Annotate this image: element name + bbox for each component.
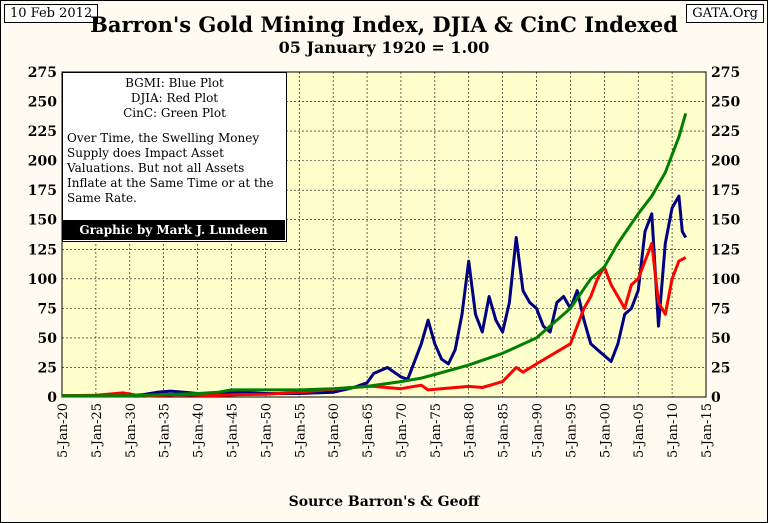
y-tick-label-left: 75 (38, 301, 57, 317)
legend-box: BGMI: Blue Plot DJIA: Red Plot CinC: Gre… (62, 72, 287, 242)
y-tick-label-right: 125 (711, 242, 740, 258)
x-tick-label: 5-Jan-60 (327, 403, 342, 458)
y-tick-label-left: 50 (38, 331, 58, 347)
y-tick-label-right: 175 (711, 183, 740, 199)
y-tick-label-left: 275 (28, 65, 57, 81)
y-tick-label-right: 50 (711, 331, 731, 347)
credit-label: Graphic by Mark J. Lundeen (62, 220, 285, 240)
x-tick-label: 5-Jan-00 (598, 403, 613, 458)
x-tick-label: 5-Jan-80 (463, 403, 478, 458)
x-tick-label: 5-Jan-05 (632, 403, 647, 458)
y-tick-label-left: 0 (47, 390, 57, 406)
y-tick-label-left: 250 (28, 95, 57, 111)
x-tick-label: 5-Jan-45 (225, 403, 240, 458)
x-tick-label: 5-Jan-85 (497, 403, 512, 458)
series-line-bgmi (62, 194, 688, 398)
y-tick-label-left: 225 (28, 124, 57, 140)
y-tick-label-right: 250 (711, 95, 740, 111)
x-tick-label: 5-Jan-25 (90, 403, 105, 458)
y-tick-label-left: 150 (28, 213, 57, 229)
x-tick-label: 5-Jan-95 (564, 403, 579, 458)
y-tick-label-left: 100 (28, 272, 57, 288)
x-tick-label: 5-Jan-35 (158, 403, 173, 458)
x-tick-label: 5-Jan-55 (293, 403, 308, 458)
source-site-label: GATA.Org (686, 4, 764, 23)
x-tick-label: 5-Jan-65 (361, 403, 376, 458)
y-tick-label-right: 200 (711, 154, 740, 170)
legend-note: Over Time, the Swelling Money Supply doe… (67, 131, 274, 205)
y-tick-label-right: 150 (711, 213, 740, 229)
y-tick-label-right: 275 (711, 65, 740, 81)
legend-entry-bgmi: BGMI: Blue Plot (125, 76, 224, 90)
y-tick-label-left: 25 (38, 360, 57, 376)
x-tick-label: 5-Jan-40 (192, 403, 207, 458)
x-tick-label: 5-Jan-90 (531, 403, 546, 458)
x-tick-label: 5-Jan-15 (700, 403, 715, 458)
x-tick-label: 5-Jan-50 (259, 403, 274, 458)
x-tick-label: 5-Jan-10 (666, 403, 681, 458)
chart-title: Barron's Gold Mining Index, DJIA & CinC … (90, 12, 678, 37)
y-tick-label-left: 125 (28, 242, 57, 258)
y-tick-label-left: 175 (28, 183, 57, 199)
y-tick-label-left: 200 (28, 154, 57, 170)
y-tick-label-right: 25 (711, 360, 730, 376)
date-label: 10 Feb 2012 (4, 4, 99, 23)
legend-entry-djia: DJIA: Red Plot (130, 91, 219, 105)
x-axis-label: Source Barron's & Geoff (288, 494, 480, 510)
y-tick-label-right: 0 (711, 390, 721, 406)
y-tick-label-right: 225 (711, 124, 740, 140)
series-line-cinc (62, 112, 688, 398)
series-line-djia (61, 241, 687, 398)
legend-entry-cinc: CinC: Green Plot (123, 106, 226, 120)
x-tick-label: 5-Jan-70 (395, 403, 410, 458)
y-tick-label-right: 100 (711, 272, 740, 288)
x-tick-label: 5-Jan-20 (56, 403, 71, 458)
x-tick-label: 5-Jan-75 (429, 403, 444, 458)
chart-subtitle: 05 January 1920 = 1.00 (278, 38, 490, 57)
y-tick-label-right: 75 (711, 301, 730, 317)
x-tick-label: 5-Jan-30 (124, 403, 139, 458)
